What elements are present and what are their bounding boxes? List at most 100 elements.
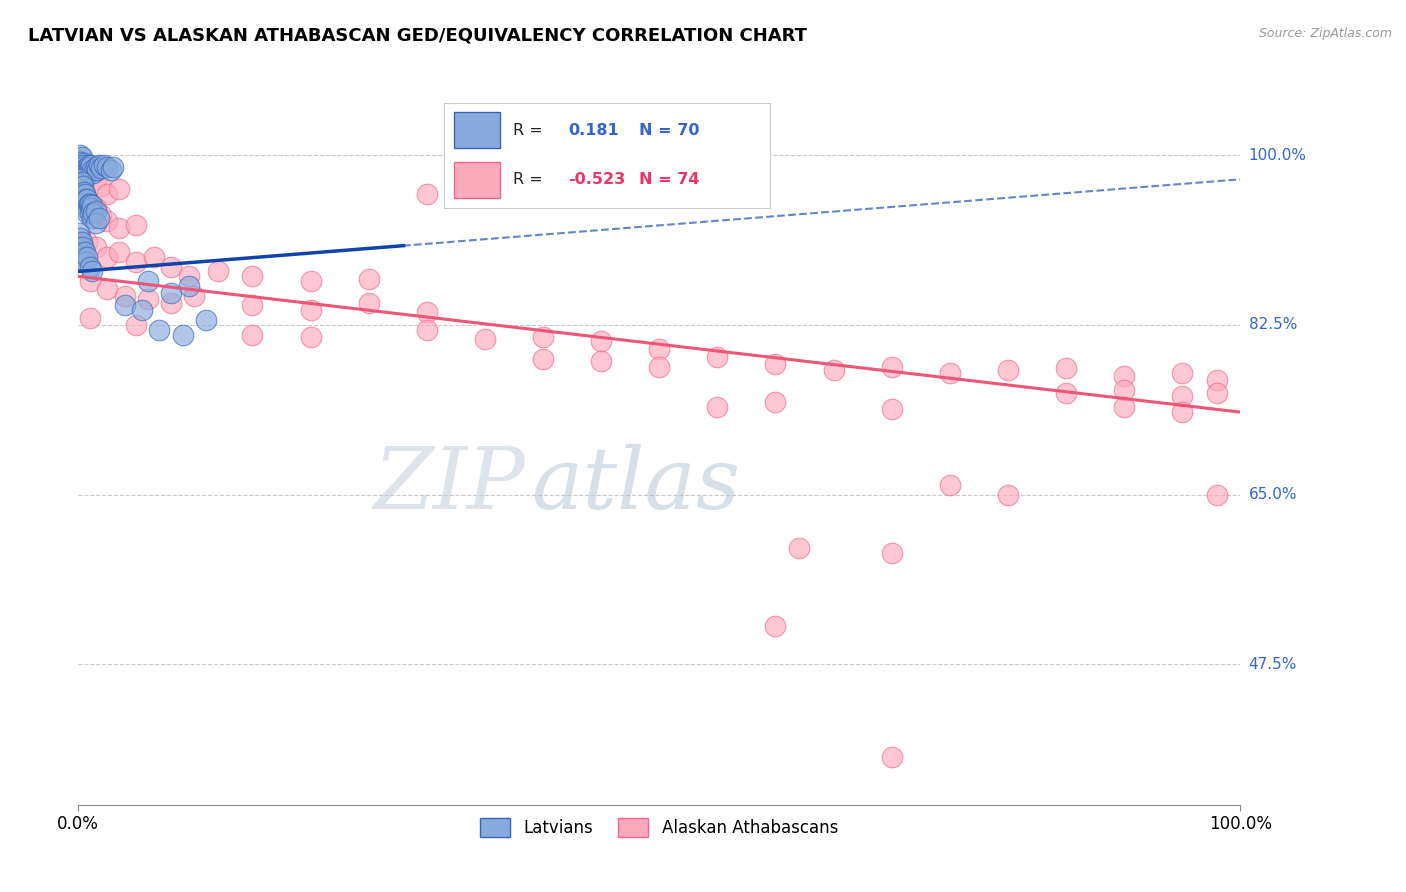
- Point: [299, 274, 322, 288]
- Text: LATVIAN VS ALASKAN ATHABASCAN GED/EQUIVALENCY CORRELATION CHART: LATVIAN VS ALASKAN ATHABASCAN GED/EQUIVA…: [28, 27, 807, 45]
- Point: [299, 330, 322, 344]
- Point: [73, 156, 96, 170]
- Point: [90, 208, 112, 222]
- Point: [125, 318, 148, 332]
- Point: [148, 323, 170, 337]
- Text: 100.0%: 100.0%: [1249, 147, 1306, 162]
- Point: [84, 172, 107, 186]
- Point: [125, 254, 148, 268]
- Point: [90, 179, 112, 194]
- Point: [80, 158, 103, 172]
- Point: [96, 214, 118, 228]
- Point: [177, 269, 200, 284]
- Point: [79, 260, 101, 274]
- Point: [96, 282, 118, 296]
- Point: [172, 327, 194, 342]
- Point: [880, 546, 903, 560]
- Point: [939, 478, 962, 492]
- Point: [1206, 373, 1229, 387]
- Point: [531, 330, 554, 344]
- Point: [82, 165, 104, 179]
- Point: [80, 264, 103, 278]
- Point: [76, 206, 98, 220]
- Point: [76, 162, 98, 177]
- Point: [67, 172, 90, 186]
- Point: [70, 186, 93, 201]
- Point: [75, 158, 97, 172]
- Point: [75, 161, 97, 175]
- Point: [96, 250, 118, 264]
- Point: [75, 192, 97, 206]
- Point: [79, 274, 101, 288]
- Point: [76, 250, 98, 264]
- Point: [880, 359, 903, 374]
- Point: [160, 260, 183, 274]
- Point: [69, 230, 91, 244]
- Point: [194, 313, 217, 327]
- Point: [207, 264, 229, 278]
- Point: [1112, 369, 1135, 384]
- Point: [80, 198, 103, 212]
- Point: [706, 350, 728, 364]
- Point: [73, 196, 96, 211]
- Point: [72, 158, 94, 172]
- Point: [648, 359, 671, 374]
- Point: [765, 395, 787, 409]
- Point: [69, 154, 91, 169]
- Point: [73, 250, 96, 264]
- Point: [997, 487, 1019, 501]
- Point: [136, 274, 159, 288]
- Point: [84, 202, 107, 216]
- Point: [765, 618, 787, 632]
- Point: [73, 162, 96, 177]
- Point: [177, 279, 200, 293]
- Point: [79, 160, 101, 174]
- Point: [84, 216, 107, 230]
- Point: [160, 285, 183, 300]
- Point: [531, 351, 554, 366]
- Point: [70, 160, 93, 174]
- Point: [242, 327, 264, 342]
- Point: [357, 272, 380, 286]
- Point: [80, 162, 103, 177]
- Point: [1171, 367, 1194, 381]
- Point: [880, 402, 903, 417]
- Point: [69, 182, 91, 196]
- Point: [997, 363, 1019, 377]
- Point: [67, 226, 90, 240]
- Point: [69, 240, 91, 254]
- Point: [77, 158, 100, 172]
- Point: [1171, 405, 1194, 419]
- Point: [72, 179, 94, 194]
- Point: [416, 305, 439, 319]
- Point: [90, 161, 112, 175]
- Point: [70, 175, 93, 189]
- Legend: Latvians, Alaskan Athabascans: Latvians, Alaskan Athabascans: [474, 812, 845, 844]
- Point: [591, 353, 613, 368]
- Point: [76, 192, 98, 206]
- Point: [76, 196, 98, 211]
- Point: [648, 342, 671, 356]
- Point: [73, 185, 96, 199]
- Point: [72, 192, 94, 206]
- Point: [84, 204, 107, 219]
- Text: ZIP: ZIP: [374, 443, 526, 526]
- Text: Source: ZipAtlas.com: Source: ZipAtlas.com: [1258, 27, 1392, 40]
- Point: [142, 250, 165, 264]
- Point: [77, 196, 100, 211]
- Point: [823, 363, 845, 377]
- Point: [242, 269, 264, 284]
- Point: [183, 289, 205, 303]
- Point: [880, 749, 903, 764]
- Point: [1206, 487, 1229, 501]
- Point: [86, 162, 108, 177]
- Point: [72, 168, 94, 182]
- Point: [75, 186, 97, 201]
- Point: [79, 311, 101, 326]
- Point: [1054, 385, 1077, 400]
- Point: [79, 196, 101, 211]
- Point: [136, 292, 159, 306]
- Point: [75, 245, 97, 260]
- Point: [100, 162, 122, 177]
- Point: [357, 295, 380, 310]
